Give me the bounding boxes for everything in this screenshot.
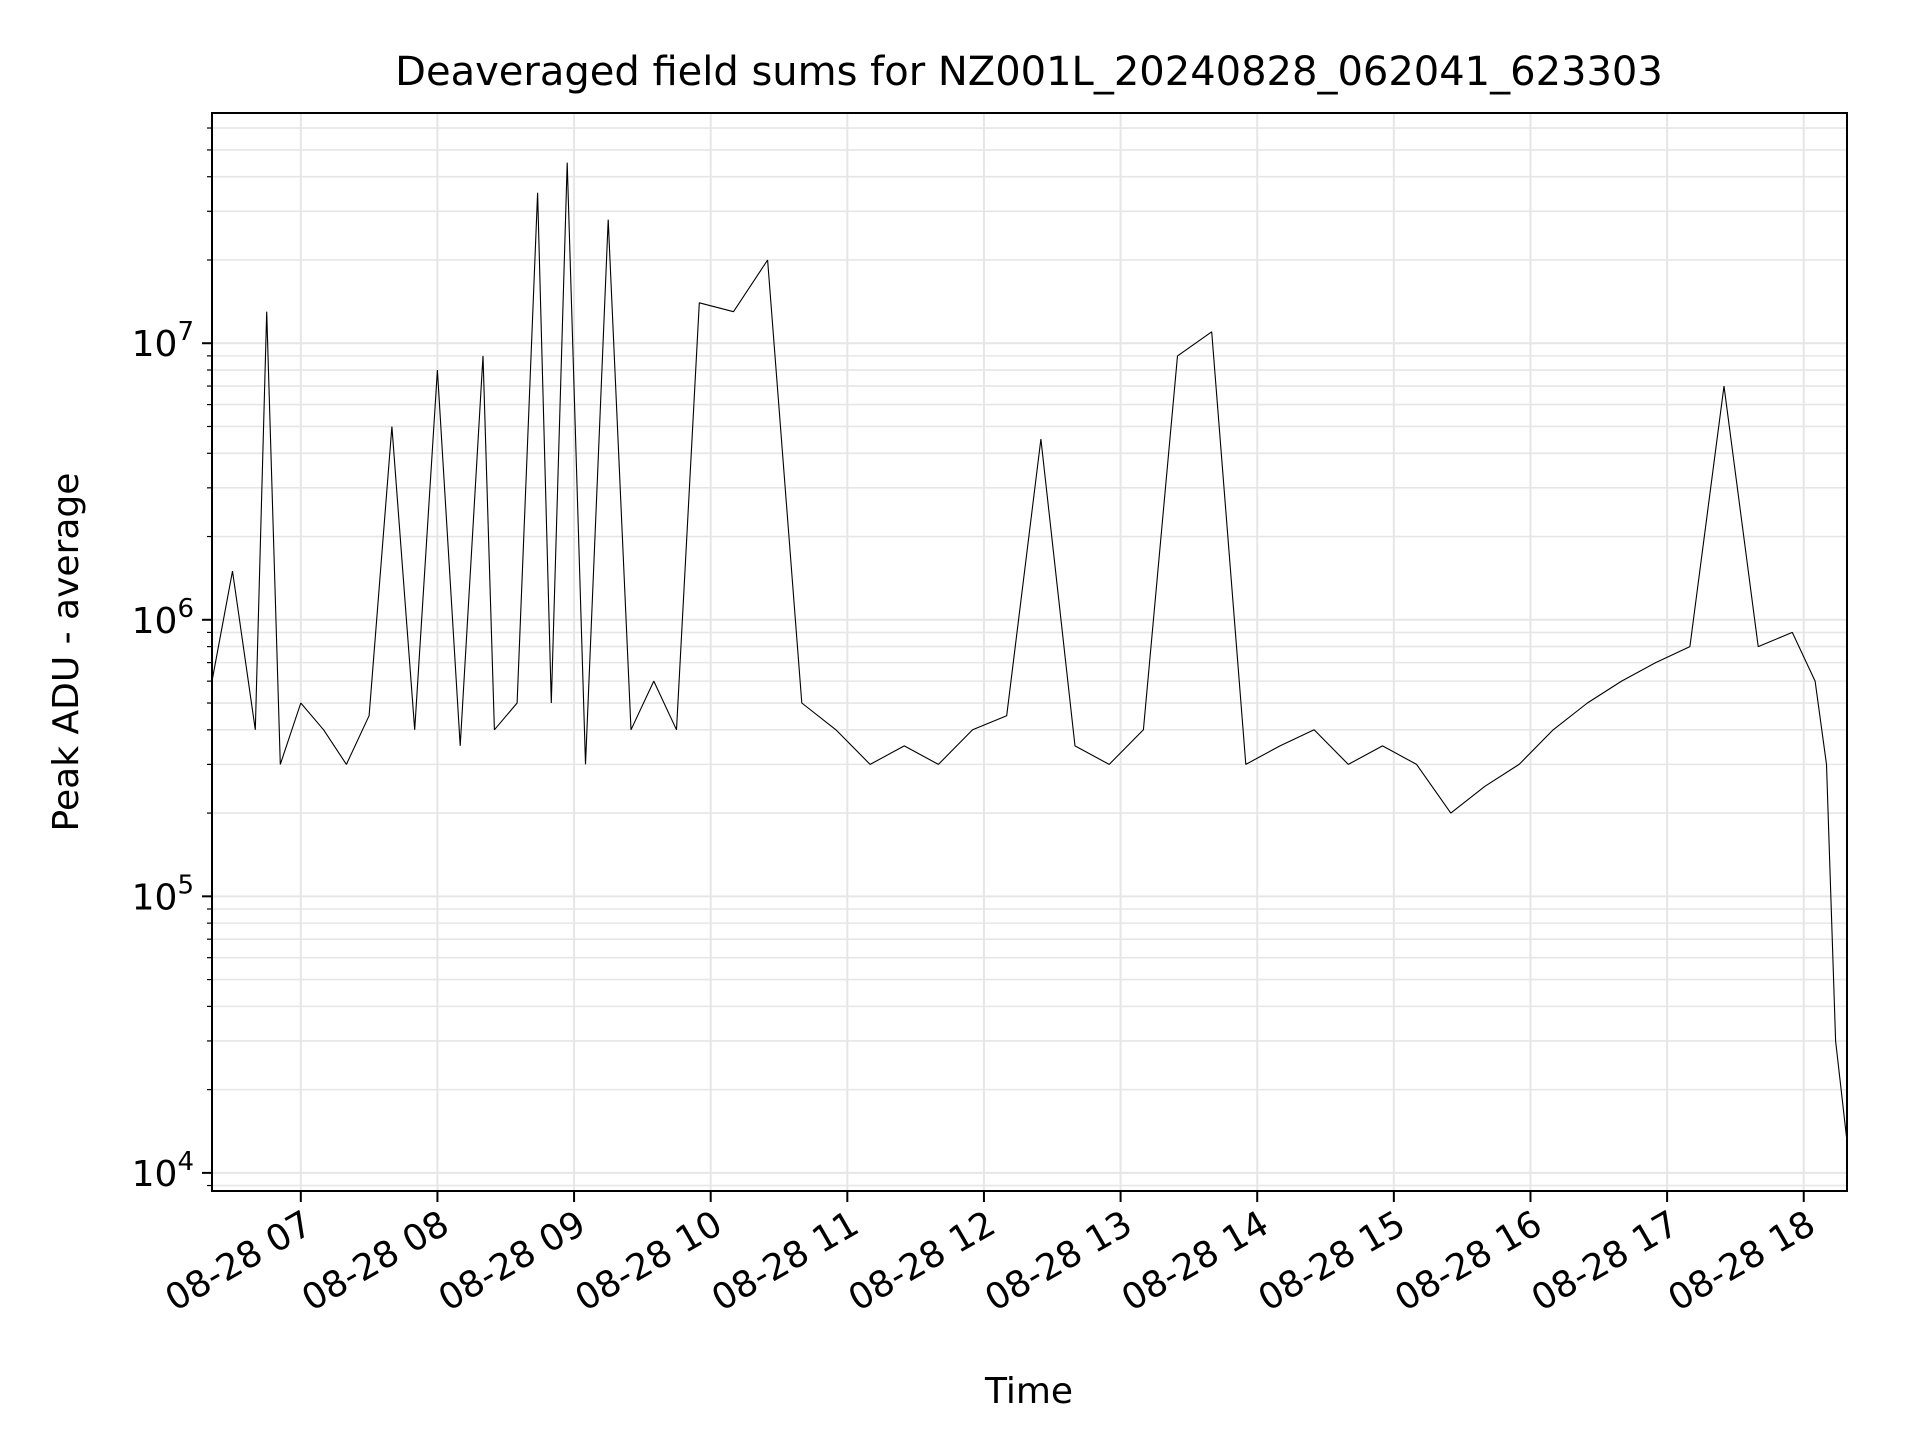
series-line xyxy=(211,162,1848,1142)
y-tick-label: 106 xyxy=(132,594,194,642)
plot-frame xyxy=(211,112,1848,1192)
y-tick-label: 105 xyxy=(132,870,194,918)
y-tick-label: 107 xyxy=(132,317,194,365)
chart-title: Deaveraged field sums for NZ001L_2024082… xyxy=(395,49,1663,95)
x-axis-label: Time xyxy=(984,1371,1073,1412)
y-axis-label: Peak ADU - average xyxy=(46,473,87,832)
y-axis: 104 105 106 107 xyxy=(132,127,212,1195)
y-tick-label: 104 xyxy=(132,1147,194,1195)
grid xyxy=(212,113,1847,1191)
